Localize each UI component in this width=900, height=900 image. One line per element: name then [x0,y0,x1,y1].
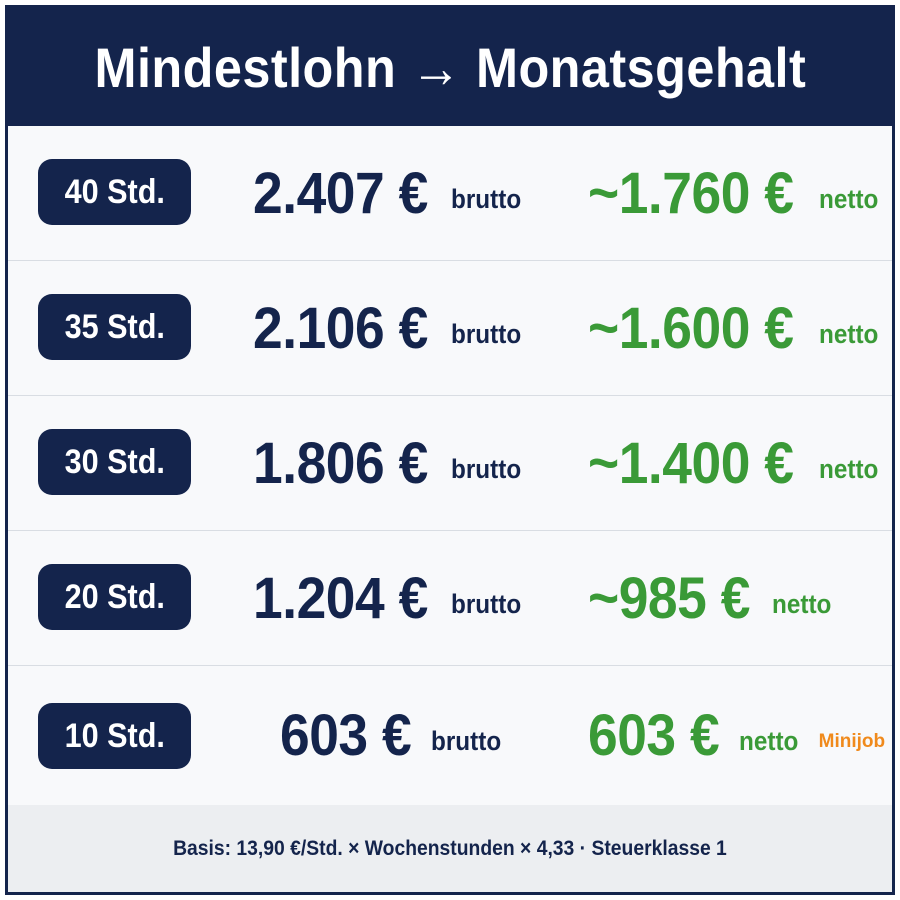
net-salary: ~1.760 € netto [588,126,885,260]
net-salary: 603 € netto Minijob [588,666,885,805]
hours-label: 35 Std. [64,307,165,346]
net-salary: ~1.400 € netto [588,396,885,530]
title-bar: Mindestlohn → Monatsgehalt [8,8,892,126]
gross-amount: 603 € [280,703,412,768]
hours-label: 20 Std. [64,577,165,616]
net-suffix: netto [772,588,832,619]
gross-salary: 1.806 € brutto [253,396,529,530]
footer-note: Basis: 13,90 €/Std. × Wochenstunden × 4,… [8,805,892,892]
table-row: 40 Std. 2.407 € brutto ~1.760 € netto [8,126,892,261]
gross-salary: 2.407 € brutto [253,126,529,260]
hours-badge: 30 Std. [38,429,191,495]
gross-suffix: brutto [430,726,501,756]
gross-salary: 603 € brutto [280,666,509,805]
gross-amount: 1.806 € [253,430,428,496]
table-row: 20 Std. 1.204 € brutto ~985 € netto [8,531,892,666]
gross-suffix: brutto [451,183,522,214]
gross-salary: 1.204 € brutto [253,531,529,665]
hours-badge: 20 Std. [38,564,191,630]
gross-amount: 2.407 € [253,160,428,226]
net-amount: ~1.600 € [588,295,794,361]
gross-salary: 2.106 € brutto [253,261,529,395]
net-suffix: netto [819,318,879,349]
page-title: Mindestlohn → Monatsgehalt [94,35,806,99]
gross-amount: 1.204 € [253,565,428,631]
net-salary: ~985 € netto [588,531,838,665]
hours-badge: 40 Std. [38,159,191,225]
gross-suffix: brutto [451,588,522,619]
net-suffix: netto [738,726,799,756]
minijob-badge: Minijob [818,730,886,752]
gross-suffix: brutto [451,453,522,484]
net-amount: ~1.760 € [588,160,794,226]
hours-label: 40 Std. [64,172,165,211]
hours-label: 10 Std. [64,716,165,755]
hours-badge: 10 Std. [38,703,191,769]
gross-amount: 2.106 € [253,295,428,361]
net-amount: ~985 € [588,565,750,631]
net-suffix: netto [819,453,879,484]
salary-card: Mindestlohn → Monatsgehalt 40 Std. 2.407… [5,5,895,895]
hours-label: 30 Std. [64,442,165,481]
net-suffix: netto [819,183,879,214]
table-row: 35 Std. 2.106 € brutto ~1.600 € netto [8,261,892,396]
gross-suffix: brutto [451,318,522,349]
table-row: 10 Std. 603 € brutto 603 € netto Minijob [8,666,892,806]
net-amount: 603 € [588,703,720,768]
net-amount: ~1.400 € [588,430,794,496]
footer-text: Basis: 13,90 €/Std. × Wochenstunden × 4,… [173,836,727,860]
table-row: 30 Std. 1.806 € brutto ~1.400 € netto [8,396,892,531]
hours-badge: 35 Std. [38,294,191,360]
net-salary: ~1.600 € netto [588,261,885,395]
